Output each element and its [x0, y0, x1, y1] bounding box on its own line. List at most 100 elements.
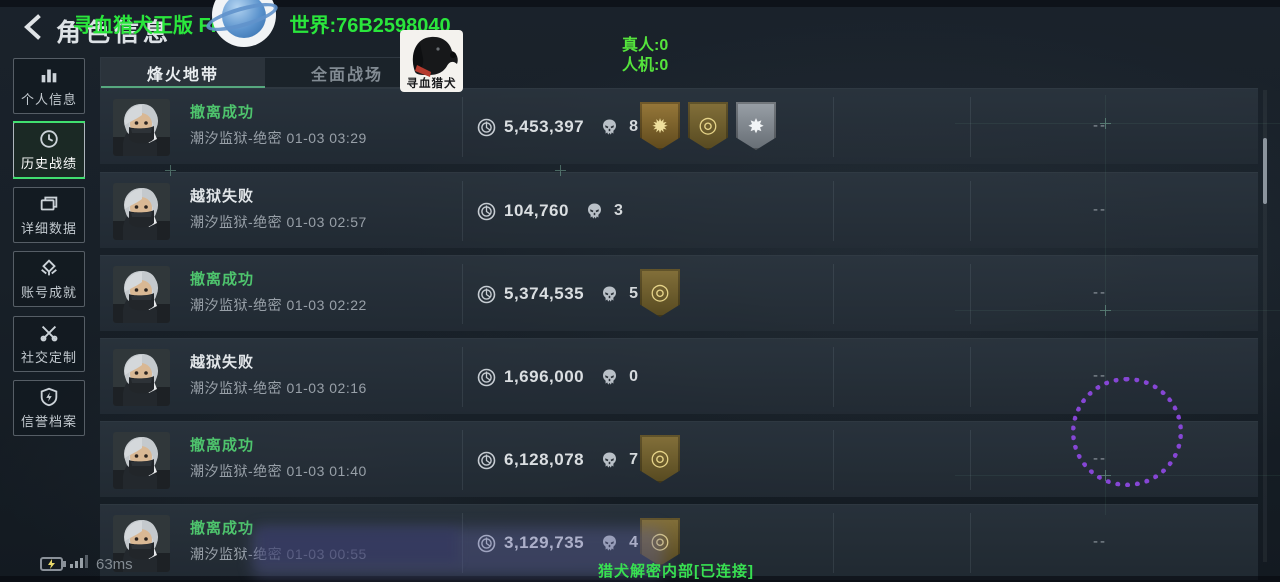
loot-value: 6,128,078 [504, 450, 585, 469]
medal-badges: ◎ [640, 435, 680, 483]
kills-skull-icon [600, 285, 619, 304]
match-location-time: 潮汐监狱-绝密 01-03 02:57 [190, 214, 367, 230]
bot-count: 人机:0 [622, 57, 669, 74]
match-record-row[interactable]: 撤离成功 潮汐监狱-绝密 01-03 01:40 6,128,078 7 ◎ -… [100, 421, 1258, 497]
column-divider [462, 264, 463, 324]
extra-column-value: -- [1093, 533, 1107, 550]
kill-count: 0 [629, 368, 639, 385]
column-divider [970, 513, 971, 573]
kills-skull-icon [600, 451, 619, 470]
loot-value: 1,696,000 [504, 367, 585, 386]
character-avatar [113, 515, 170, 572]
kills-skull-icon [600, 368, 619, 387]
sidebar-item-1[interactable]: 个人信息 [13, 58, 85, 114]
loot-value: 5,453,397 [504, 117, 585, 136]
gold-circle-medal: ◎ [688, 102, 728, 150]
character-avatar [113, 183, 170, 240]
kills-skull-icon [600, 118, 619, 137]
connection-status-text: 猎犬解密内部[已连接] [598, 563, 754, 580]
match-location-time: 潮汐监狱-绝密 01-03 03:29 [190, 130, 367, 146]
top-letterbox [0, 0, 1280, 7]
hud-grid-line [1105, 95, 1106, 515]
column-divider [833, 347, 834, 407]
shield-bolt-icon [38, 386, 60, 408]
hud-cross-mark [555, 165, 566, 176]
signal-strength-icon [70, 555, 88, 568]
kill-count: 8 [629, 118, 639, 135]
column-divider [970, 264, 971, 324]
currency-coin-icon [477, 451, 496, 470]
column-divider [462, 97, 463, 157]
column-divider [833, 513, 834, 573]
tab-fenghuo-zone[interactable]: 烽火地带 [101, 58, 265, 88]
bar-chart-icon [38, 64, 60, 86]
match-record-row[interactable]: 撤离成功 潮汐监狱-绝密 01-03 02:22 5,374,535 5 ◎ -… [100, 255, 1258, 331]
match-location-time: 潮汐监狱-绝密 01-03 01:40 [190, 463, 367, 479]
column-divider [462, 430, 463, 490]
currency-coin-icon [477, 368, 496, 387]
kill-count: 3 [613, 202, 623, 219]
sidebar-item-6[interactable]: 信誉档案 [13, 380, 85, 436]
page-title: 角色信息 [56, 19, 173, 47]
bottom-letterbox [0, 576, 1280, 582]
match-result-text: 撤离成功 [190, 520, 255, 537]
match-result-text: 越狱失败 [190, 354, 255, 371]
sidebar-item-label: 社交定制 [20, 350, 77, 365]
watermark-logo-label: 寻血猎犬 [406, 78, 457, 90]
column-divider [970, 181, 971, 241]
scrollbar-thumb[interactable] [1263, 138, 1267, 204]
character-avatar [113, 99, 170, 156]
currency-coin-icon [477, 118, 496, 137]
sidebar-item-label: 信誉档案 [20, 414, 77, 429]
touch-marker-dotted-circle [1071, 377, 1183, 487]
column-divider [462, 513, 463, 573]
scrollbar-track[interactable] [1263, 90, 1267, 562]
globe-logo-icon [203, 0, 281, 47]
sidebar-item-label: 个人信息 [20, 92, 77, 107]
sidebar-item-3[interactable]: 详细数据 [13, 187, 85, 243]
medal-badges: ◎ [640, 518, 680, 566]
censor-blur-overlay [258, 528, 458, 562]
column-divider [833, 97, 834, 157]
column-divider [833, 181, 834, 241]
match-record-row[interactable]: 越狱失败 潮汐监狱-绝密 01-03 02:57 104,760 3 -- [100, 172, 1258, 248]
character-avatar [113, 432, 170, 489]
tools-icon [38, 322, 60, 344]
history-clock-icon [38, 128, 60, 150]
sidebar-item-2[interactable]: 历史战绩 [13, 121, 85, 179]
sidebar-item-5[interactable]: 社交定制 [13, 316, 85, 372]
match-record-row[interactable]: 撤离成功 潮汐监狱-绝密 01-03 03:29 5,453,397 8 ✹ ◎ ✸… [100, 88, 1258, 164]
kill-count: 7 [629, 451, 639, 468]
character-avatar [113, 266, 170, 323]
back-button[interactable] [18, 12, 48, 42]
character-avatar [113, 349, 170, 406]
currency-coin-icon [477, 202, 496, 221]
extra-column-value: -- [1093, 284, 1107, 301]
currency-coin-icon [477, 285, 496, 304]
medal-badges: ✹ ◎ ✸ [640, 102, 776, 150]
dog-icon [412, 36, 458, 77]
sidebar-item-label: 详细数据 [20, 221, 77, 236]
kill-count: 4 [629, 534, 639, 551]
match-result-text: 撤离成功 [190, 271, 255, 288]
match-record-row[interactable]: 越狱失败 潮汐监狱-绝密 01-03 02:16 1,696,000 0 -- [100, 338, 1258, 414]
extra-column-value: -- [1093, 201, 1107, 218]
gold-circle-medal: ◎ [640, 435, 680, 483]
kills-skull-icon [585, 202, 604, 221]
medal-badges: ◎ [640, 269, 680, 317]
sidebar-item-label: 历史战绩 [20, 156, 77, 171]
sidebar-item-4[interactable]: 账号成就 [13, 251, 85, 307]
hud-cross-mark [1100, 305, 1111, 316]
hud-grid-line [955, 123, 1280, 124]
hud-cross-mark [1100, 118, 1111, 129]
match-location-time: 潮汐监狱-绝密 01-03 02:22 [190, 297, 367, 313]
data-files-icon [38, 193, 60, 215]
sidebar-item-label: 账号成就 [20, 285, 77, 300]
hud-grid-line [955, 310, 1280, 311]
kill-count: 5 [629, 285, 639, 302]
loot-value: 3,129,735 [504, 533, 585, 552]
match-location-time: 潮汐监狱-绝密 01-03 02:16 [190, 380, 367, 396]
mode-tabbar: 烽火地带 全面战场 [100, 57, 430, 88]
column-divider [462, 347, 463, 407]
